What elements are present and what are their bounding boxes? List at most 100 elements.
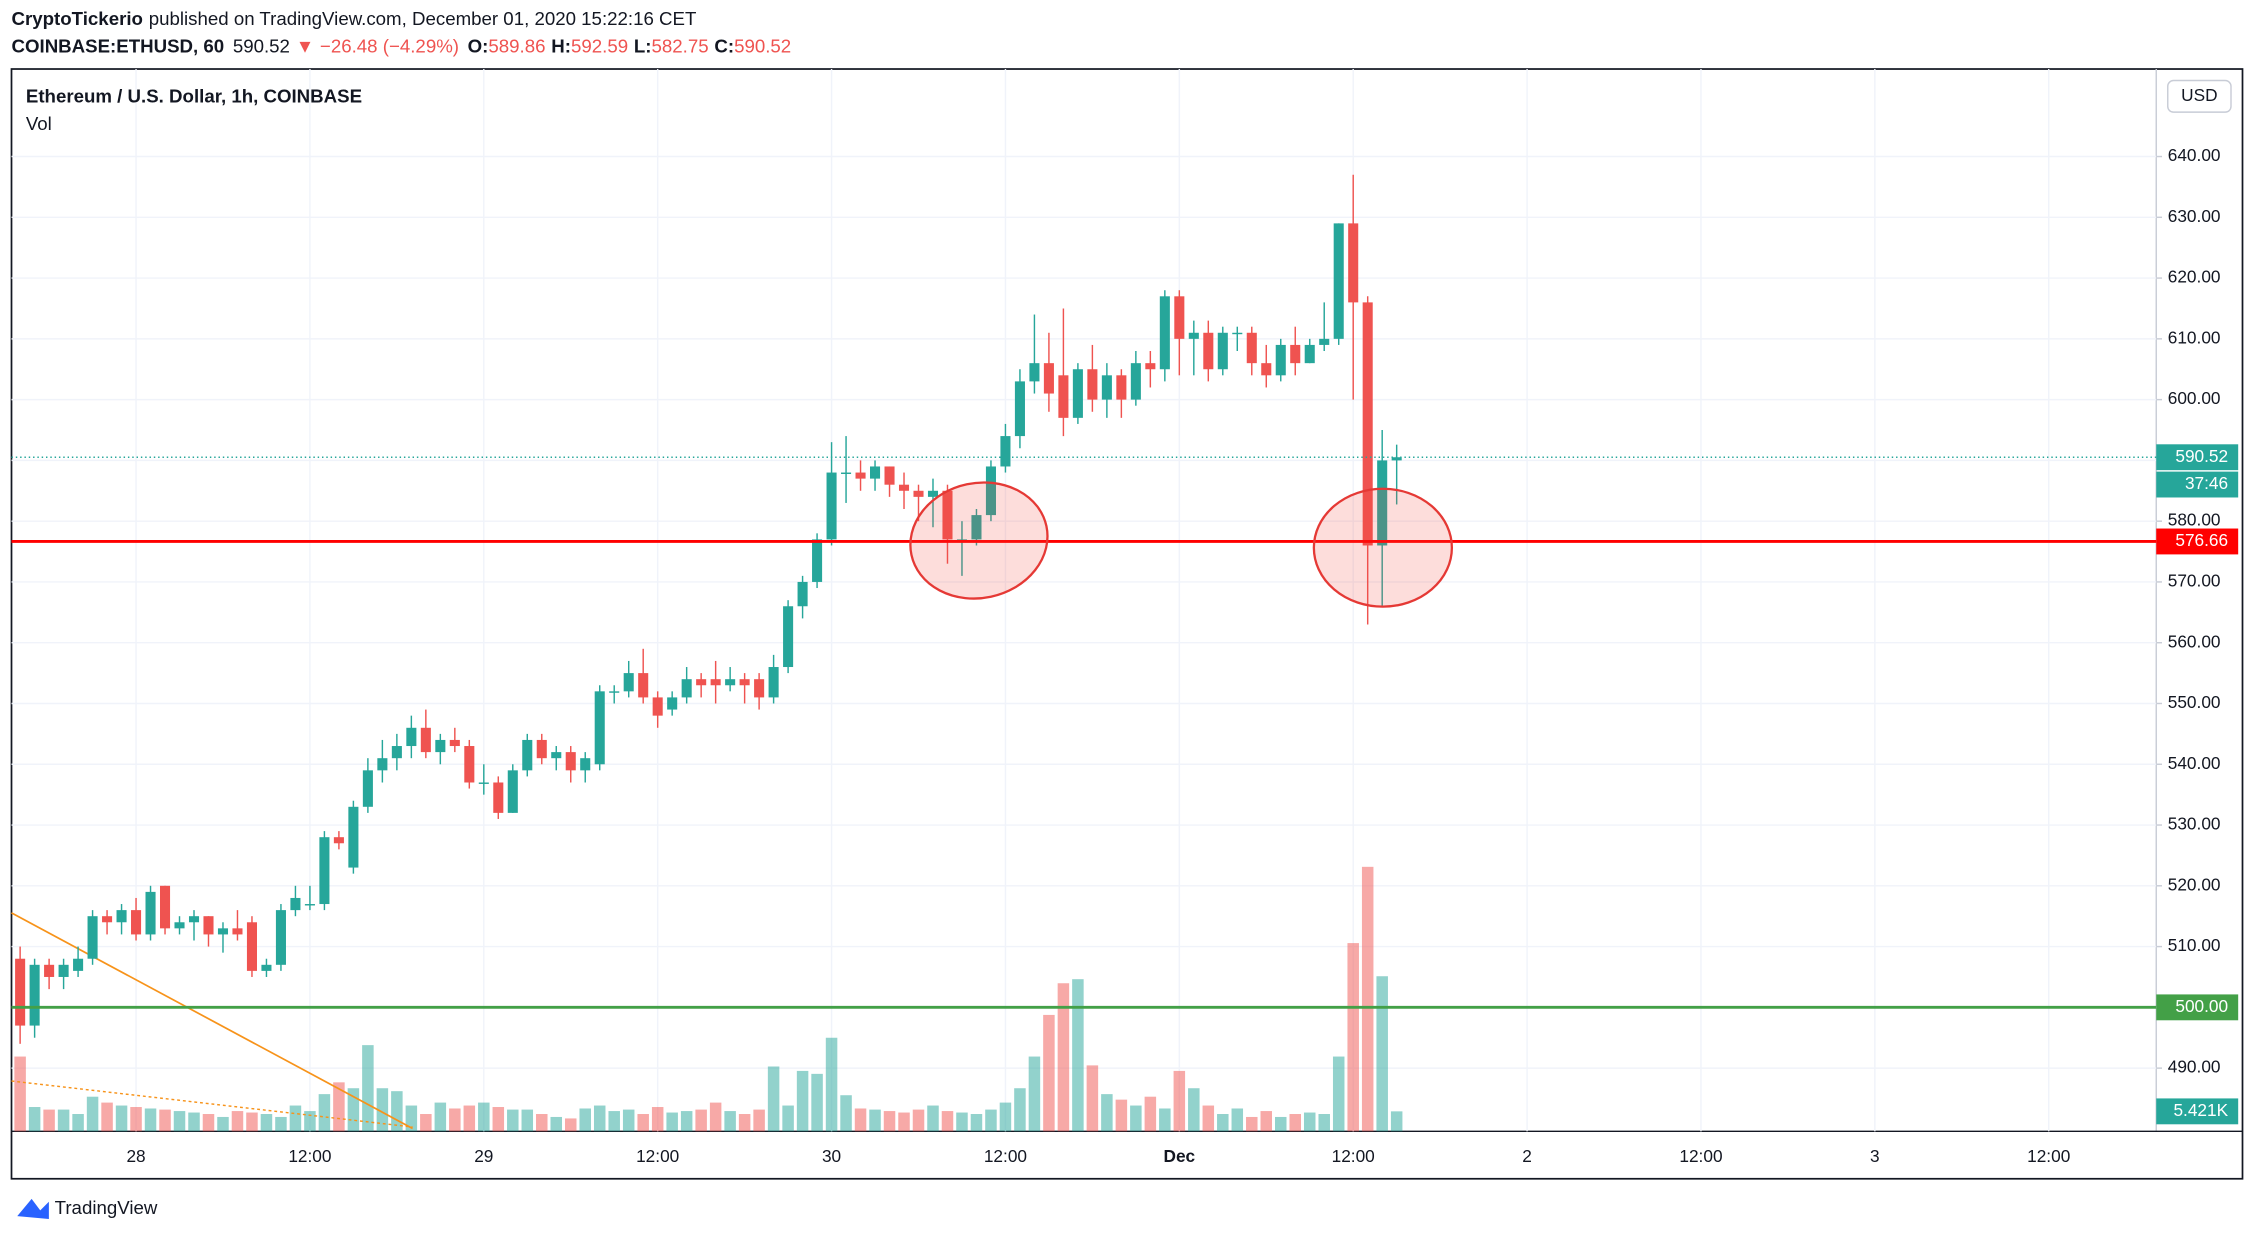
volume-layer (14, 866, 1403, 1132)
volume-bar (260, 1114, 273, 1132)
volume-title: Vol (26, 113, 52, 134)
volume-bar (115, 1105, 128, 1132)
y-tick-label: 550.00 (2168, 692, 2221, 712)
candle-body (1029, 363, 1040, 382)
volume-bar (434, 1102, 447, 1132)
candle-body (391, 746, 402, 759)
volume-bar (536, 1114, 548, 1132)
candle-body (333, 837, 344, 844)
volume-bar (1376, 976, 1388, 1132)
candle-body (1377, 460, 1388, 546)
y-tick-label: 640.00 (2168, 145, 2221, 165)
candle-body (710, 679, 721, 686)
volume-bar (492, 1107, 505, 1132)
price-line-label: 576.66 (2175, 530, 2228, 550)
candle-body (870, 466, 881, 479)
candle-body (594, 691, 605, 765)
volume-bar (275, 1116, 287, 1132)
y-tick-label: 610.00 (2168, 327, 2221, 347)
y-tick-label: 510.00 (2168, 935, 2221, 955)
candle-body (522, 739, 533, 771)
footer-logo (17, 1198, 49, 1220)
candle-body (29, 964, 40, 1026)
candle-body (159, 885, 171, 929)
candle-body (217, 928, 229, 935)
candle-body (855, 472, 866, 479)
published: published on TradingView.com, December 0… (149, 8, 697, 29)
candle-body (1232, 332, 1243, 335)
candle-body (638, 673, 649, 698)
quote-line: COINBASE:ETHUSD, 60 590.52 ▼ −26.48 (−4.29%… (12, 35, 792, 56)
volume-bar (738, 1114, 751, 1132)
candle-body (362, 770, 373, 807)
volume-bar (72, 1114, 84, 1132)
candle-body (435, 739, 446, 753)
volume-bar (825, 1037, 838, 1132)
volume-bar (463, 1105, 476, 1132)
price-line-label-box (2156, 994, 2239, 1021)
candle-body (1130, 363, 1141, 400)
volume-bar (130, 1107, 142, 1132)
volume-bar (767, 1066, 780, 1132)
volume-bar (564, 1118, 577, 1132)
volume-bar (1318, 1114, 1330, 1132)
ohlc-label: O: (468, 35, 489, 56)
volume-bar (159, 1109, 171, 1132)
volume-bar (1057, 983, 1070, 1132)
currency[interactable]: USD (2181, 85, 2217, 105)
volume-bar (898, 1112, 910, 1132)
publisher: CryptoTickerio (12, 8, 143, 29)
candle-body (1116, 375, 1127, 400)
volume-bar (449, 1108, 461, 1132)
volume-label-box (2156, 1098, 2239, 1125)
candle-body (1246, 332, 1257, 364)
candle-body (1058, 375, 1069, 418)
candle-body (1159, 296, 1170, 370)
candle-body (464, 746, 475, 783)
y-tick-label: 600.00 (2168, 388, 2221, 408)
volume-bar (333, 1082, 345, 1132)
volume-bar (1303, 1112, 1316, 1132)
candle-body (131, 910, 142, 935)
candle-body (725, 679, 736, 686)
logo-icon (17, 1198, 49, 1220)
x-tick-label: 12:00 (1332, 1146, 1375, 1166)
candle-body (1362, 302, 1373, 546)
x-tick-label: 12:00 (1679, 1146, 1722, 1166)
candle-body (1261, 363, 1272, 376)
candle-body (1000, 436, 1011, 467)
x-tick-label: 2 (1522, 1146, 1532, 1166)
volume-bar (1347, 943, 1359, 1132)
volume-bar (1231, 1108, 1244, 1132)
candle-body (696, 679, 707, 686)
footer: TradingView (55, 1197, 158, 1218)
candle-body (377, 758, 388, 771)
candle-body (826, 472, 837, 540)
volume-bar (507, 1109, 519, 1132)
candle-body (203, 916, 214, 935)
candle-body (565, 752, 576, 771)
volume-bar (1361, 866, 1374, 1132)
volume-bar (637, 1114, 649, 1132)
currency-button[interactable] (2167, 79, 2232, 113)
candle-body (754, 679, 765, 698)
change: −26.48 (−4.29%) (320, 35, 459, 56)
candle-body (44, 964, 55, 977)
candle-layer (15, 174, 1402, 1044)
ohlc-label: L: (634, 35, 652, 56)
volume-bar (709, 1102, 722, 1132)
candle-body (884, 466, 895, 485)
candle-body (478, 782, 489, 784)
volume-bar (1028, 1056, 1041, 1132)
chart-title: Ethereum / U.S. Dollar, 1h, COINBASE (26, 86, 362, 107)
volume-bar (14, 1056, 26, 1132)
candle-body (536, 739, 547, 759)
highlight-ellipse (909, 481, 1049, 600)
volume-bar (478, 1102, 490, 1132)
volume-bar (724, 1111, 736, 1132)
volume-bar (927, 1105, 939, 1132)
x-tick-label: 12:00 (288, 1146, 331, 1166)
volume-bar (28, 1107, 41, 1132)
candle-body (290, 897, 301, 911)
